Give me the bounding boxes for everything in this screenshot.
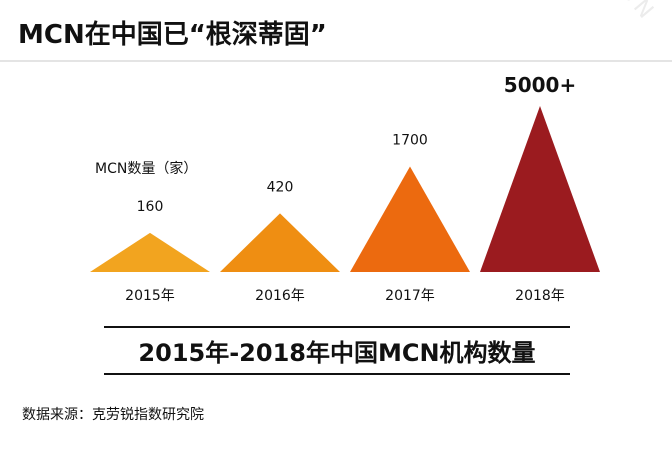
x-tick-label-2015年: 2015年: [125, 288, 175, 304]
data-label-2018年: 5000+: [504, 73, 576, 97]
caption-box: 2015年-2018年中国MCN机构数量: [104, 326, 570, 375]
x-tick-label-2018年: 2018年: [515, 288, 565, 304]
header-divider: [0, 60, 672, 62]
source-note: 数据来源：克劳锐指数研究院: [22, 407, 204, 423]
triangle-bar-2017年: [350, 166, 470, 272]
chart-caption: 2015年-2018年中国MCN机构数量: [138, 339, 536, 367]
x-tick-label-2017年: 2017年: [385, 288, 435, 304]
triangle-bar-2016年: [220, 213, 340, 272]
y-axis-label: MCN数量（家）: [95, 161, 198, 177]
data-label-2017年: 1700: [392, 132, 428, 148]
page-title: MCN在中国已“根深蒂固”: [18, 20, 327, 50]
x-tick-label-2016年: 2016年: [255, 288, 305, 304]
triangle-bar-2018年: [480, 106, 600, 272]
triangle-bar-2015年: [90, 232, 210, 272]
data-label-2016年: 420: [267, 179, 294, 195]
data-label-2015年: 160: [137, 199, 164, 215]
header: MCN在中国已“根深蒂固”: [0, 0, 672, 62]
